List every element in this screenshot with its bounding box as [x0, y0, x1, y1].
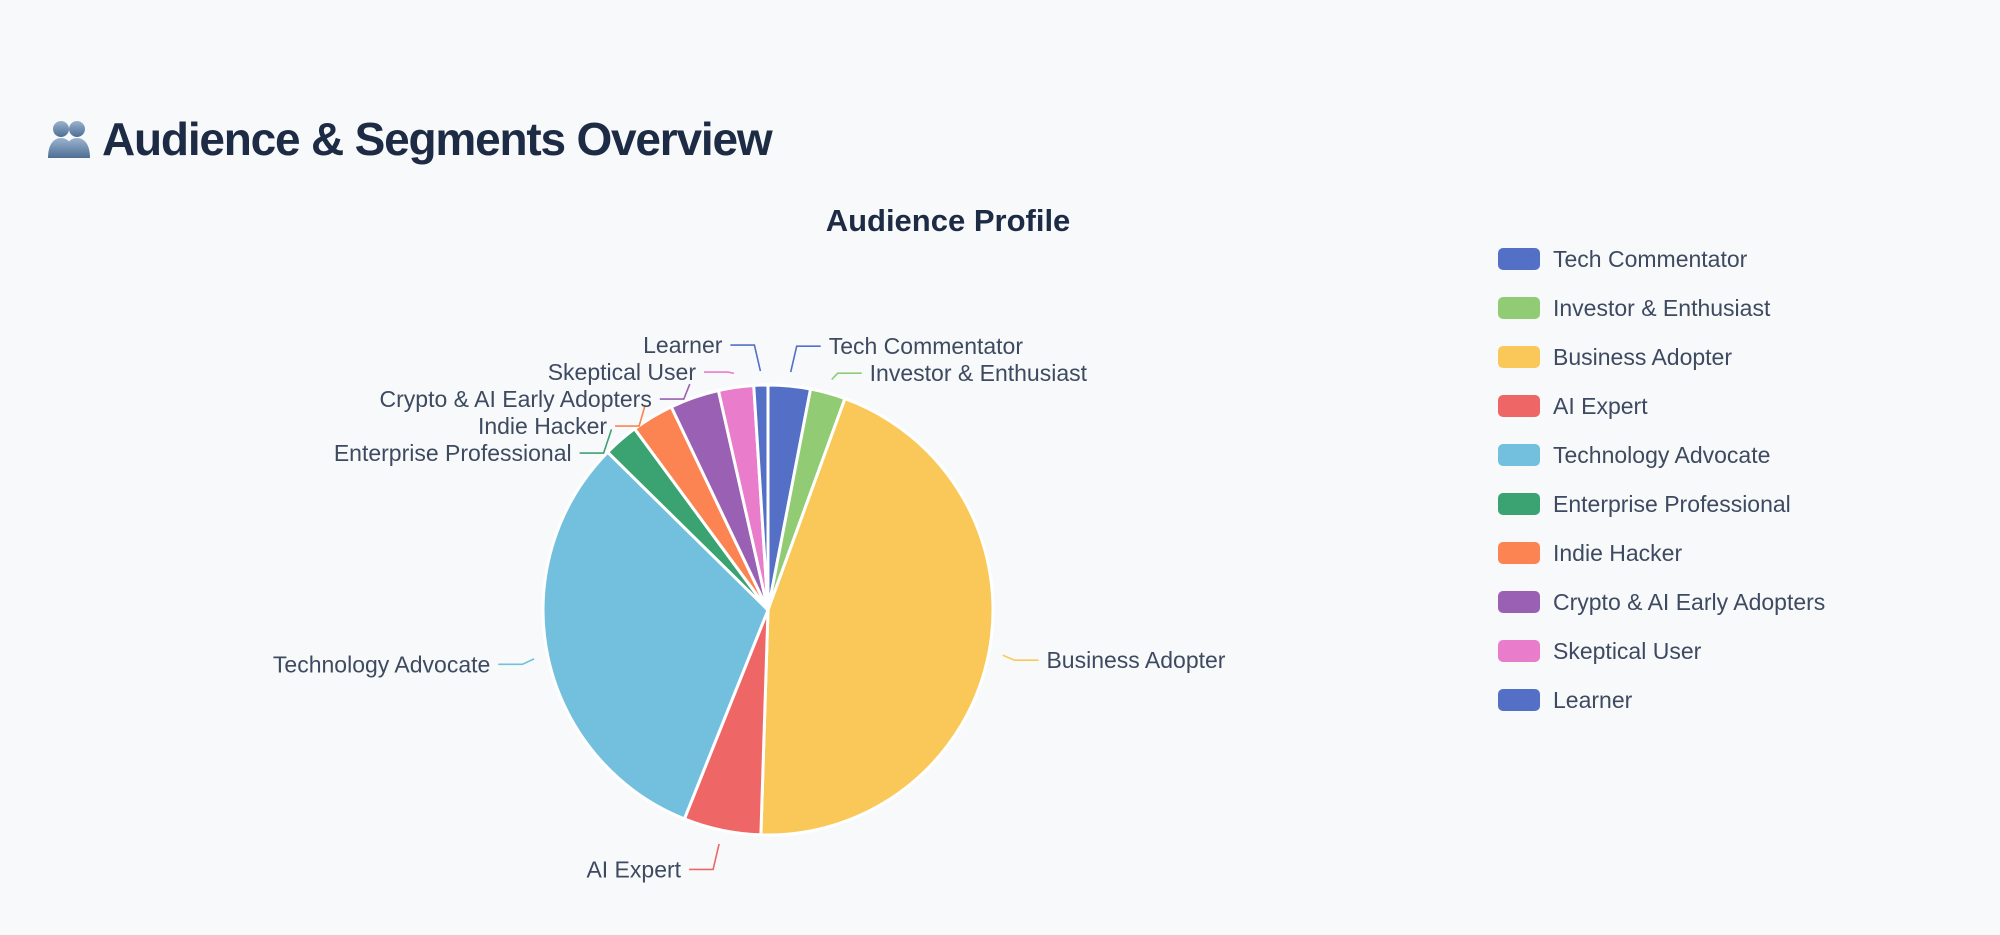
legend-item-ai-expert[interactable]: AI Expert: [1498, 393, 1648, 419]
legend-swatch: [1498, 346, 1540, 368]
legend-label: Crypto & AI Early Adopters: [1553, 589, 1825, 615]
slice-label-ai-expert: AI Expert: [586, 856, 681, 882]
slice-label-indie-hacker: Indie Hacker: [478, 413, 607, 439]
legend-item-investor-and-enthusiast[interactable]: Investor & Enthusiast: [1498, 295, 1771, 321]
legend-item-crypto-and-ai-early-adopters[interactable]: Crypto & AI Early Adopters: [1498, 589, 1825, 615]
slice-label-investor-and-enthusiast: Investor & Enthusiast: [870, 360, 1088, 386]
legend-label: Business Adopter: [1553, 344, 1732, 370]
leader-line-ai-expert: [689, 843, 720, 871]
leader-line-investor-and-enthusiast: [831, 372, 862, 381]
pie-slice-business-adopter[interactable]: [759, 397, 995, 837]
legend-swatch: [1498, 591, 1540, 613]
legend-swatch: [1498, 542, 1540, 564]
slice-label-technology-advocate: Technology Advocate: [273, 651, 490, 677]
slice-label-learner: Learner: [643, 332, 723, 358]
legend-label: Investor & Enthusiast: [1553, 295, 1771, 321]
slice-label-business-adopter: Business Adopter: [1046, 647, 1225, 673]
page-title-text: Audience & Segments Overview: [102, 112, 773, 165]
people-icon: [48, 120, 90, 158]
legend-item-business-adopter[interactable]: Business Adopter: [1498, 344, 1732, 370]
pie-slice-learner[interactable]: [752, 383, 770, 612]
leader-line-indie-hacker: [615, 404, 646, 427]
legend: Tech Commentator Investor & Enthusiast Bus…: [1498, 246, 1825, 713]
legend-label: Enterprise Professional: [1553, 491, 1791, 517]
legend-label: AI Expert: [1553, 393, 1648, 419]
legend-label: Skeptical User: [1553, 638, 1702, 664]
page-title: Audience & Segments Overview: [46, 109, 773, 169]
chart-title: Audience Profile: [826, 203, 1071, 238]
legend-label: Technology Advocate: [1553, 442, 1770, 468]
leader-line-enterprise-professional: [579, 429, 613, 454]
slice-label-tech-commentator: Tech Commentator: [829, 333, 1024, 359]
leader-line-business-adopter: [1002, 654, 1039, 662]
pie-slices: [541, 383, 995, 837]
legend-swatch: [1498, 395, 1540, 417]
slice-label-crypto-and-ai-early-adopters: Crypto & AI Early Adopters: [380, 386, 652, 412]
leader-line-technology-advocate: [498, 658, 535, 666]
legend-item-tech-commentator[interactable]: Tech Commentator: [1498, 246, 1748, 272]
legend-item-technology-advocate[interactable]: Technology Advocate: [1498, 442, 1770, 468]
legend-swatch: [1498, 689, 1540, 711]
legend-item-enterprise-professional[interactable]: Enterprise Professional: [1498, 491, 1791, 517]
legend-swatch: [1498, 493, 1540, 515]
leader-line-skeptical-user: [704, 371, 735, 375]
legend-item-indie-hacker[interactable]: Indie Hacker: [1498, 540, 1682, 566]
legend-label: Learner: [1553, 687, 1633, 713]
leader-line-tech-commentator: [789, 345, 821, 373]
legend-label: Indie Hacker: [1553, 540, 1682, 566]
pie-slice-technology-advocate[interactable]: [541, 450, 770, 821]
leader-line-crypto-and-ai-early-adopters: [659, 383, 691, 400]
legend-swatch: [1498, 297, 1540, 319]
legend-item-learner[interactable]: Learner: [1498, 687, 1633, 713]
leader-line-learner: [730, 344, 762, 372]
slice-label-skeptical-user: Skeptical User: [548, 359, 697, 385]
legend-item-skeptical-user[interactable]: Skeptical User: [1498, 638, 1702, 664]
legend-swatch: [1498, 248, 1540, 270]
legend-swatch: [1498, 640, 1540, 662]
slice-label-enterprise-professional: Enterprise Professional: [334, 440, 572, 466]
legend-label: Tech Commentator: [1553, 246, 1748, 272]
legend-swatch: [1498, 444, 1540, 466]
